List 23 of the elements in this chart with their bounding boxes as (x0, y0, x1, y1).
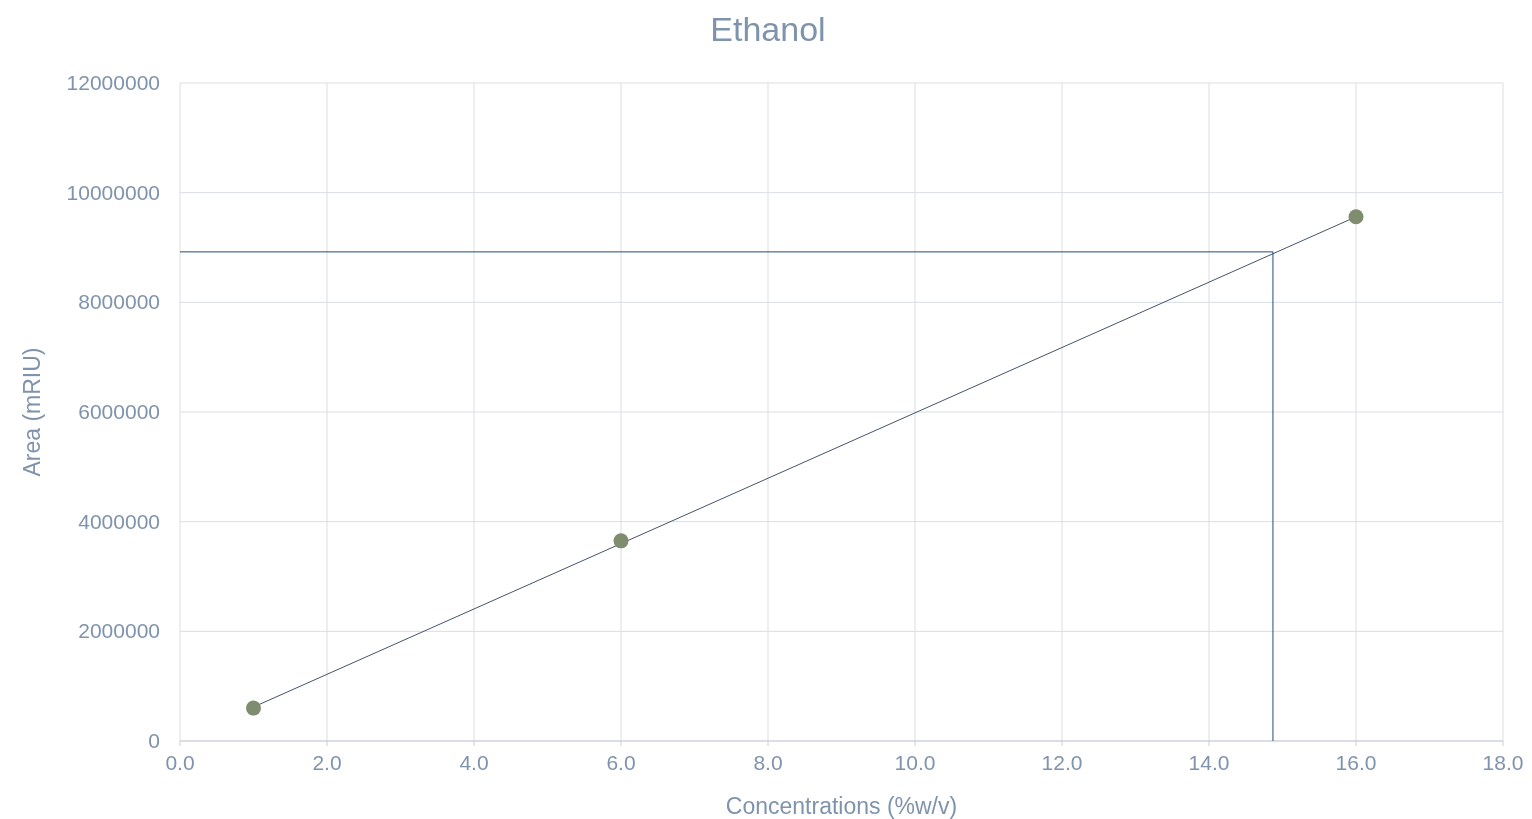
x-tick-label: 18.0 (1482, 751, 1524, 774)
x-tick-label: 14.0 (1188, 751, 1230, 774)
x-tick-label: 0.0 (165, 751, 195, 774)
y-tick-label: 6000000 (78, 400, 160, 423)
point (1348, 209, 1364, 225)
y-axis-title: Area (mRIU) (19, 347, 45, 477)
x-tick-label: 4.0 (459, 751, 489, 774)
y-tick-label: 8000000 (78, 290, 160, 314)
x-axis-title: Concentrations (%w/v) (725, 793, 958, 819)
point (613, 533, 629, 549)
y-tick-label: 2000000 (78, 619, 160, 643)
chart-title: Ethanol (710, 10, 826, 48)
x-tick-label: 2.0 (312, 751, 342, 774)
point (246, 700, 261, 716)
x-tick-label: 8.0 (753, 751, 783, 774)
x-tick-label: 12.0 (1041, 751, 1083, 774)
x-tick-label: 10.0 (894, 751, 936, 774)
x-tick-label: 16.0 (1335, 751, 1377, 774)
y-tick-label: 12000000 (66, 71, 160, 94)
y-tick-label: 0 (148, 729, 160, 752)
y-tick-label: 10000000 (66, 180, 160, 204)
y-tick-label: 4000000 (78, 509, 160, 533)
x-tick-label: 6.0 (606, 751, 636, 774)
